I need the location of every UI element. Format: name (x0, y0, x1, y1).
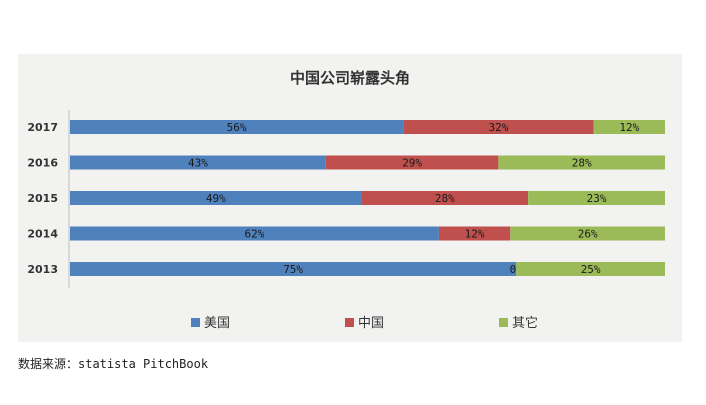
stacked-bar-chart: 中国公司崭露头角 2017 56% 32% 12% 2016 43% 29% 28% 2015 4… (27, 69, 665, 331)
bar-2017-series-2 (593, 120, 665, 134)
legend-swatch-2 (499, 318, 508, 327)
y-tick-label-2016: 2016 (27, 157, 58, 170)
bar-2016-series-2 (498, 155, 665, 170)
data-label-2017-series-0: 56% (227, 121, 247, 134)
y-tick-label-2013: 2013 (27, 263, 58, 276)
bar-2015-series-0 (70, 191, 362, 205)
data-label-2015-series-1: 28% (435, 192, 455, 205)
bar-2013-series-2 (516, 262, 665, 276)
data-label-2013-series-0: 75% (283, 263, 303, 276)
chart-panel: 中国公司崭露头角 2017 56% 32% 12% 2016 43% 29% 28% 2015 4… (18, 54, 682, 342)
data-label-2016-series-2: 28% (572, 157, 592, 170)
bar-2016-series-0 (70, 155, 326, 170)
data-label-2014-series-1: 12% (465, 228, 485, 241)
data-label-2014-series-2: 26% (578, 228, 598, 241)
y-tick-label-2015: 2015 (27, 192, 58, 205)
bar-2014-series-0 (70, 226, 439, 241)
legend-swatch-1 (345, 318, 354, 327)
data-label-2015-series-0: 49% (206, 192, 226, 205)
y-tick-label-2017: 2017 (27, 121, 58, 134)
legend-swatch-0 (191, 318, 200, 327)
bars-group: 2017 56% 32% 12% 2016 43% 29% 28% 2015 49% 28% 23% 2… (27, 120, 665, 276)
legend-label-1: 中国 (358, 316, 384, 331)
data-label-2017-series-1: 32% (488, 121, 508, 134)
bar-2016-series-1 (325, 155, 499, 170)
data-label-2015-series-2: 23% (587, 192, 607, 205)
data-label-2016-series-0: 43% (188, 157, 208, 170)
legend-label-2: 其它 (512, 315, 538, 331)
data-label-2013-series-2: 25% (581, 263, 601, 276)
bar-2017-series-0 (70, 120, 404, 134)
bar-2014-series-1 (438, 226, 511, 241)
bar-2014-series-2 (510, 226, 665, 241)
y-tick-label-2014: 2014 (27, 228, 58, 241)
source-note: 数据来源：statista PitchBook (18, 357, 209, 371)
bar-2015-series-1 (361, 191, 529, 205)
chart-title: 中国公司崭露头角 (290, 69, 410, 87)
data-label-2016-series-1: 29% (402, 157, 422, 170)
legend-label-0: 美国 (204, 316, 230, 331)
bar-2017-series-1 (403, 120, 594, 134)
bar-2013-series-0 (70, 262, 517, 276)
data-label-2014-series-0: 62% (245, 228, 265, 241)
data-label-2017-series-2: 12% (619, 121, 639, 134)
legend: 美国 中国 其它 (191, 315, 538, 331)
bar-2015-series-2 (528, 191, 665, 205)
